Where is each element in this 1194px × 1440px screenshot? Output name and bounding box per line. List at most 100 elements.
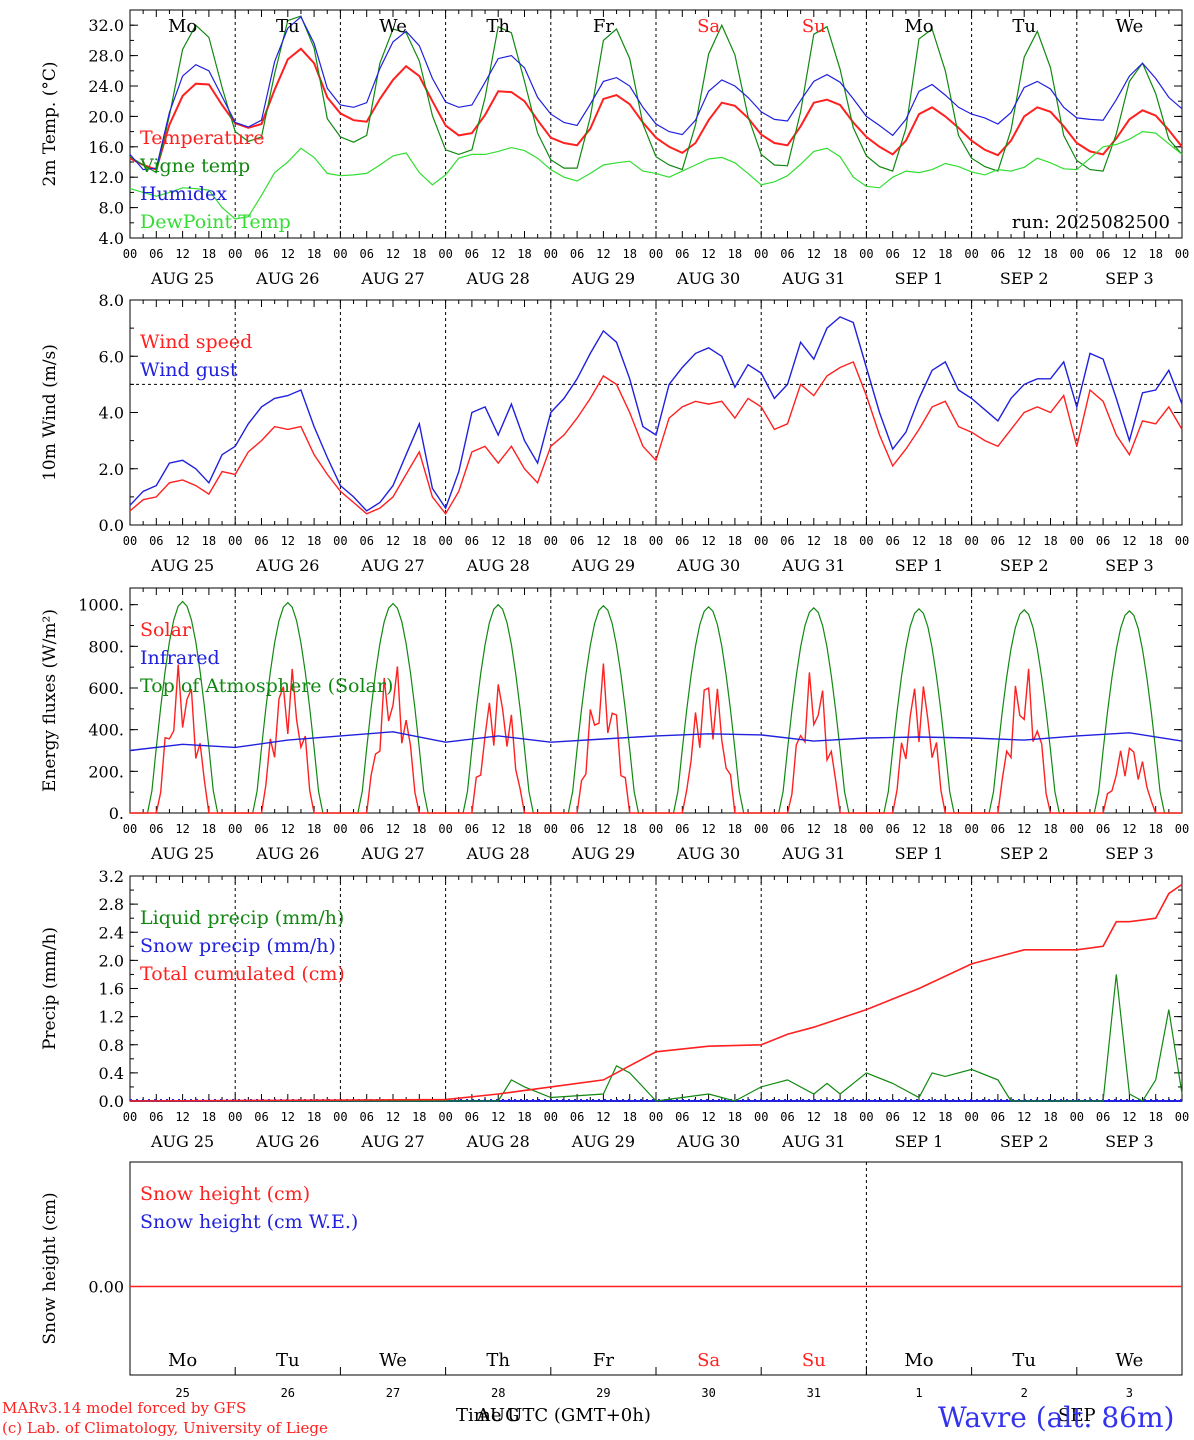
hour-tick-label: 18 [1043,247,1057,261]
hour-tick-label: 12 [807,1110,821,1124]
hour-tick-label: 06 [675,247,689,261]
hour-tick-label: 12 [912,534,926,548]
hour-tick-label: 12 [386,247,400,261]
hour-tick-label: 12 [281,534,295,548]
hour-tick-label: 18 [202,247,216,261]
hour-tick-label: 18 [517,247,531,261]
hour-tick-label: 18 [202,1110,216,1124]
hour-tick-label: 18 [1043,1110,1057,1124]
date-label: AUG 28 [466,844,530,863]
day-label-top: Tu [276,16,300,37]
hour-tick-label: 12 [701,1110,715,1124]
y-tick-label: 4.0 [99,404,124,423]
hour-tick-label: 18 [728,534,742,548]
hour-tick-label: 18 [307,1110,321,1124]
date-label: AUG 26 [255,844,319,863]
hour-tick-label: 18 [1043,534,1057,548]
hour-tick-label: 18 [202,534,216,548]
day-number: 30 [701,1386,715,1400]
hour-tick-label: 12 [281,1110,295,1124]
hour-tick-label: 18 [833,247,847,261]
date-label: SEP 2 [1000,269,1049,288]
series-humidex [129,15,1183,171]
panel-frame-3 [129,587,1183,814]
day-number: 27 [386,1386,400,1400]
hour-tick-label: 06 [465,247,479,261]
y-axis-label: 2m Temp. (°C) [40,61,60,186]
y-tick-label: 0.4 [99,1064,124,1083]
hour-tick-label: 12 [281,247,295,261]
y-tick-label: 8.0 [99,199,124,218]
y-tick-label: 2.0 [99,951,124,970]
y-tick-label: 200. [88,762,124,781]
date-label: SEP 2 [1000,1132,1049,1151]
series-dewpoint-temp [129,130,1183,220]
date-label: SEP 2 [1000,556,1049,575]
hour-tick-label: 06 [675,534,689,548]
date-label: AUG 30 [676,556,740,575]
y-tick-label: 1000. [78,596,124,615]
legend-solar: Solar [140,619,192,641]
series-liquid-precip [130,974,1183,1102]
date-label: AUG 29 [571,556,635,575]
hour-tick-label: 06 [254,534,268,548]
hour-tick-label: 06 [991,247,1005,261]
date-label: SEP 3 [1105,844,1154,863]
date-label: SEP 3 [1105,1132,1154,1151]
day-number: 31 [807,1386,821,1400]
date-label: AUG 28 [466,269,530,288]
month-label-sep: SEP [1058,1405,1096,1426]
series-wind-speed [129,360,1183,516]
hour-tick-label: 00 [228,247,242,261]
hour-tick-label: 12 [386,534,400,548]
hour-tick-label: 18 [307,534,321,548]
hour-tick-label: 18 [412,534,426,548]
hour-tick-label: 00 [964,822,978,836]
date-label: AUG 25 [150,1132,214,1151]
hour-tick-label: 00 [754,247,768,261]
day-number: 3 [1126,1386,1133,1400]
day-number: 28 [491,1386,505,1400]
hour-tick-label: 06 [991,534,1005,548]
hour-tick-label: 00 [649,822,663,836]
hour-tick-label: 18 [938,1110,952,1124]
hour-tick-label: 06 [570,247,584,261]
hour-tick-label: 12 [491,534,505,548]
hour-tick-label: 00 [1175,822,1189,836]
hour-tick-label: 06 [465,822,479,836]
hour-tick-label: 18 [938,822,952,836]
hour-tick-label: 00 [544,247,558,261]
day-label-bottom: Sa [697,1350,720,1371]
y-tick-label: 4.0 [99,229,124,248]
hour-tick-label: 12 [1122,822,1136,836]
hour-tick-label: 00 [1070,247,1084,261]
y-tick-label: 1.2 [99,1008,124,1027]
hour-tick-label: 12 [1122,247,1136,261]
hour-tick-label: 18 [517,1110,531,1124]
hour-tick-label: 00 [1070,534,1084,548]
date-label: AUG 30 [676,844,740,863]
hour-tick-label: 12 [281,822,295,836]
date-label: SEP 2 [1000,844,1049,863]
hour-tick-label: 12 [491,247,505,261]
hour-tick-label: 00 [544,1110,558,1124]
hour-tick-label: 12 [1122,534,1136,548]
hour-tick-label: 12 [807,534,821,548]
hour-tick-label: 06 [780,247,794,261]
date-label: AUG 27 [360,269,424,288]
panel-2: 00 06 12 18 00 06 12 18 00 06 12 18 00 06 12 18 00 06 12 18… [40,291,1189,575]
hour-tick-label: 06 [675,822,689,836]
month-label-aug: AUG [476,1405,520,1426]
legend-wind-gust: Wind gust [140,359,238,381]
day-label-bottom: Su [802,1350,826,1371]
hour-tick-label: 06 [675,1110,689,1124]
day-label-top: Th [486,16,510,37]
y-tick-label: 3.2 [99,867,124,886]
hour-tick-label: 18 [202,822,216,836]
date-label: AUG 29 [571,1132,635,1151]
day-label-top: Fr [593,16,614,37]
hour-tick-label: 00 [333,534,347,548]
hour-tick-label: 18 [833,1110,847,1124]
y-tick-label: 24.0 [88,77,124,96]
